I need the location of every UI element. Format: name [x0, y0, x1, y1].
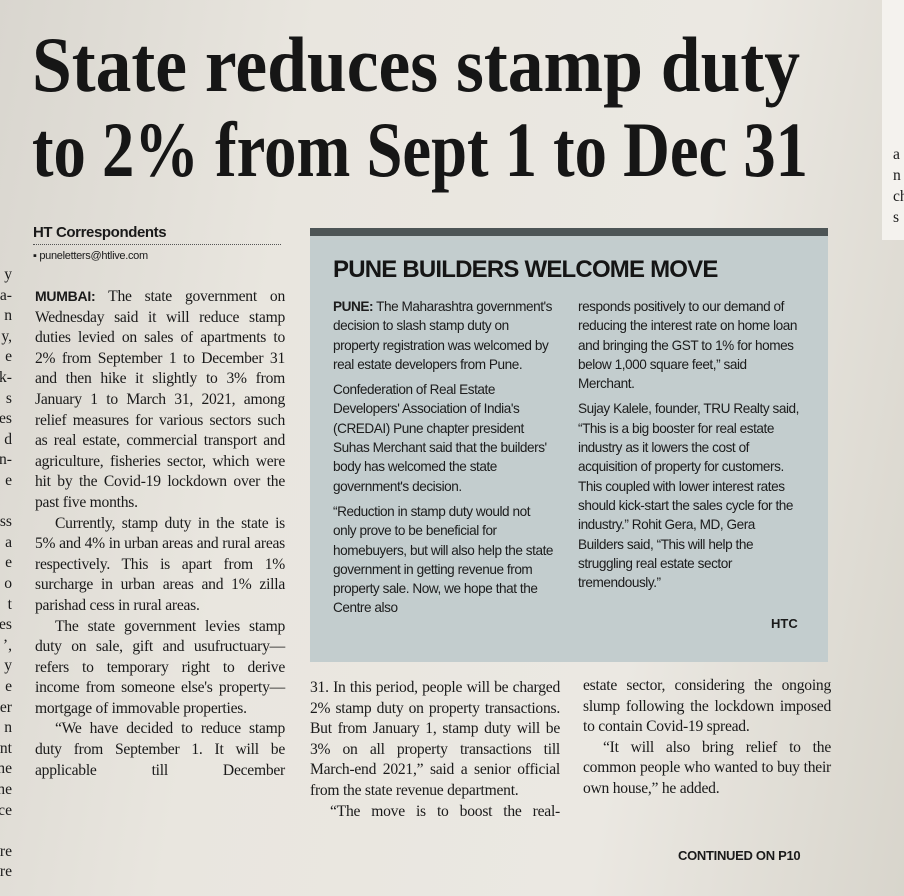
- paragraph: “It will also bring relief to the common…: [583, 738, 831, 797]
- edge-fragment: ’,: [2, 636, 12, 654]
- byline: HT Correspondents: [33, 224, 167, 241]
- edge-fragment: ch: [893, 188, 904, 205]
- edge-fragment: y: [4, 266, 12, 283]
- edge-fragment: ne: [0, 781, 12, 798]
- edge-fragment: y: [4, 657, 12, 675]
- edge-fragment: n: [4, 719, 12, 737]
- edge-fragment: a: [5, 533, 12, 551]
- dateline: PUNE:: [333, 299, 374, 314]
- edge-fragment: e: [5, 472, 12, 489]
- edge-fragment: e: [5, 678, 12, 695]
- page-edge: [882, 0, 904, 240]
- paragraph: Currently, stamp duty in the state is 5%…: [35, 514, 285, 614]
- sidebar-box: [310, 228, 828, 662]
- paragraph-text: The Maharashtra government's decision to…: [333, 299, 553, 372]
- paragraph: “We have decided to reduce stamp duty fr…: [35, 720, 285, 779]
- paragraph: estate sector, considering the ongoing s…: [583, 677, 831, 736]
- edge-fragment: e: [5, 554, 12, 572]
- edge-fragment: a-: [0, 286, 12, 304]
- edge-fragment: o: [4, 575, 12, 592]
- edge-fragment: re: [0, 863, 12, 881]
- edge-fragment: nt: [0, 739, 12, 757]
- edge-fragment: ne: [0, 760, 12, 778]
- continued-note: CONTINUED ON P10: [678, 848, 801, 863]
- credit: HTC: [771, 616, 798, 631]
- body-column: estate sector, considering the ongoing s…: [583, 676, 831, 800]
- paragraph: Confederation of Real Estate Developers'…: [333, 382, 547, 494]
- edge-fragment: d: [4, 430, 12, 448]
- paragraph: MUMBAI: The state government on Wednesda…: [35, 286, 285, 514]
- body-column: 31. In this period, people will be charg…: [310, 678, 560, 822]
- edge-fragment: a: [893, 146, 900, 163]
- headline-line: to 2% from Sept 1 to Dec 31: [32, 106, 808, 193]
- sidebar-column: PUNE: The Maharashtra government's decis…: [333, 297, 555, 624]
- edge-fragment: k-: [0, 369, 12, 386]
- dateline: MUMBAI:: [35, 288, 96, 304]
- edge-fragment: t: [7, 595, 12, 613]
- edge-fragment: s: [893, 209, 900, 226]
- edge-fragment: ce: [0, 801, 12, 819]
- edge-fragment: n-: [0, 451, 12, 469]
- headline-line: State reduces stamp duty: [32, 21, 800, 108]
- edge-fragment: n: [893, 167, 901, 184]
- edge-fragment: s: [5, 389, 12, 407]
- paragraph: 31. In this period, people will be charg…: [310, 679, 560, 799]
- paragraph-text: The state government on Wednesday said i…: [35, 288, 285, 511]
- edge-fragment: y,: [1, 327, 12, 345]
- divider: [33, 244, 281, 245]
- edge-fragment: er: [0, 698, 12, 716]
- paragraph: responds positively to our demand of red…: [578, 299, 797, 392]
- sidebar-title: PUNE BUILDERS WELCOME MOVE: [333, 256, 718, 283]
- edge-fragment: e: [5, 348, 12, 366]
- paragraph: The state government levies stamp duty o…: [35, 617, 285, 717]
- edge-fragment: es: [0, 410, 12, 428]
- edge-fragment: es: [0, 616, 12, 634]
- paragraph: “Reduction in stamp duty would not only …: [333, 503, 554, 616]
- sidebar-column: responds positively to our demand of red…: [578, 297, 800, 598]
- edge-fragment: re: [0, 842, 12, 860]
- body-column: MUMBAI: The state government on Wednesda…: [35, 286, 285, 781]
- edge-fragment: ss: [0, 513, 12, 531]
- email: ▪ puneletters@htlive.com: [33, 250, 148, 262]
- paragraph: “The move is to boost the real-: [330, 802, 560, 820]
- paragraph: Sujay Kalele, founder, TRU Realty said, …: [578, 401, 799, 591]
- edge-fragment: n: [4, 307, 12, 325]
- paragraph: PUNE: The Maharashtra government's decis…: [333, 297, 555, 374]
